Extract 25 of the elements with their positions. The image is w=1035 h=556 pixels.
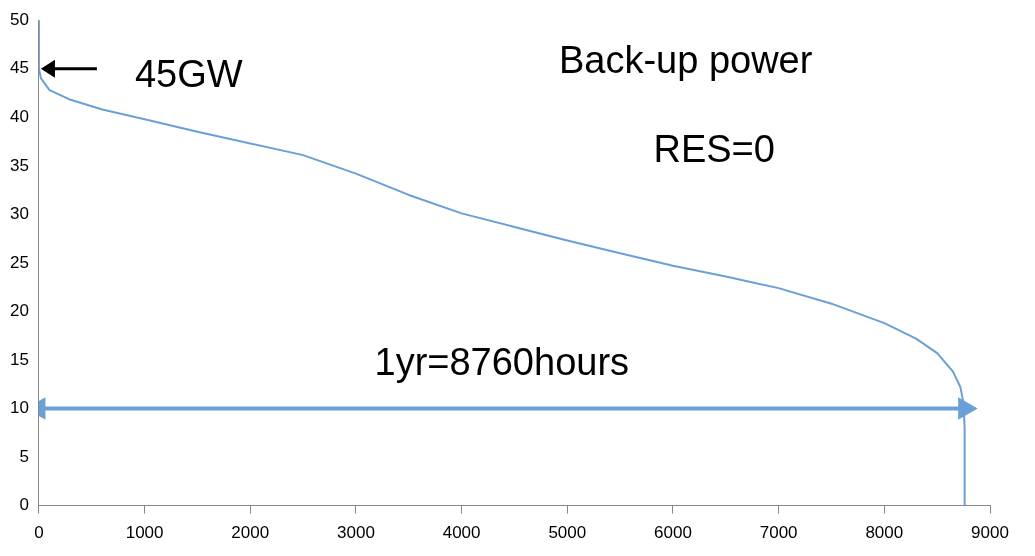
y-tick-label: 20 <box>9 301 29 321</box>
y-tick-label: 45 <box>9 58 29 78</box>
y-tick-label: 30 <box>9 204 29 224</box>
y-tick-label: 35 <box>9 155 29 175</box>
x-tick-label: 5000 <box>548 523 587 543</box>
y-tick-label: 40 <box>9 106 29 126</box>
annotation: RES=0 <box>653 127 775 170</box>
x-tick-label: 4000 <box>442 523 481 543</box>
x-tick-label: 0 <box>34 523 44 543</box>
annotation: 45GW <box>134 53 243 96</box>
x-tick-label: 7000 <box>759 523 798 543</box>
x-tick-label: 2000 <box>231 523 270 543</box>
x-tick-label: 3000 <box>337 523 375 543</box>
y-tick-label: 25 <box>9 252 29 272</box>
y-tick-label: 0 <box>19 495 29 515</box>
x-tick-label: 1000 <box>125 523 164 543</box>
y-tick-label: 50 <box>9 9 29 29</box>
annotation: Back-up power <box>558 38 813 81</box>
x-tick-label: 9000 <box>971 523 1009 543</box>
series-label: 1yr=8760hours <box>374 341 630 383</box>
y-tick-label: 5 <box>19 446 29 466</box>
y-tick-label: 10 <box>9 398 29 418</box>
x-tick-label: 6000 <box>654 523 692 543</box>
y-tick-label: 15 <box>9 349 29 369</box>
x-tick-label: 8000 <box>865 523 904 543</box>
